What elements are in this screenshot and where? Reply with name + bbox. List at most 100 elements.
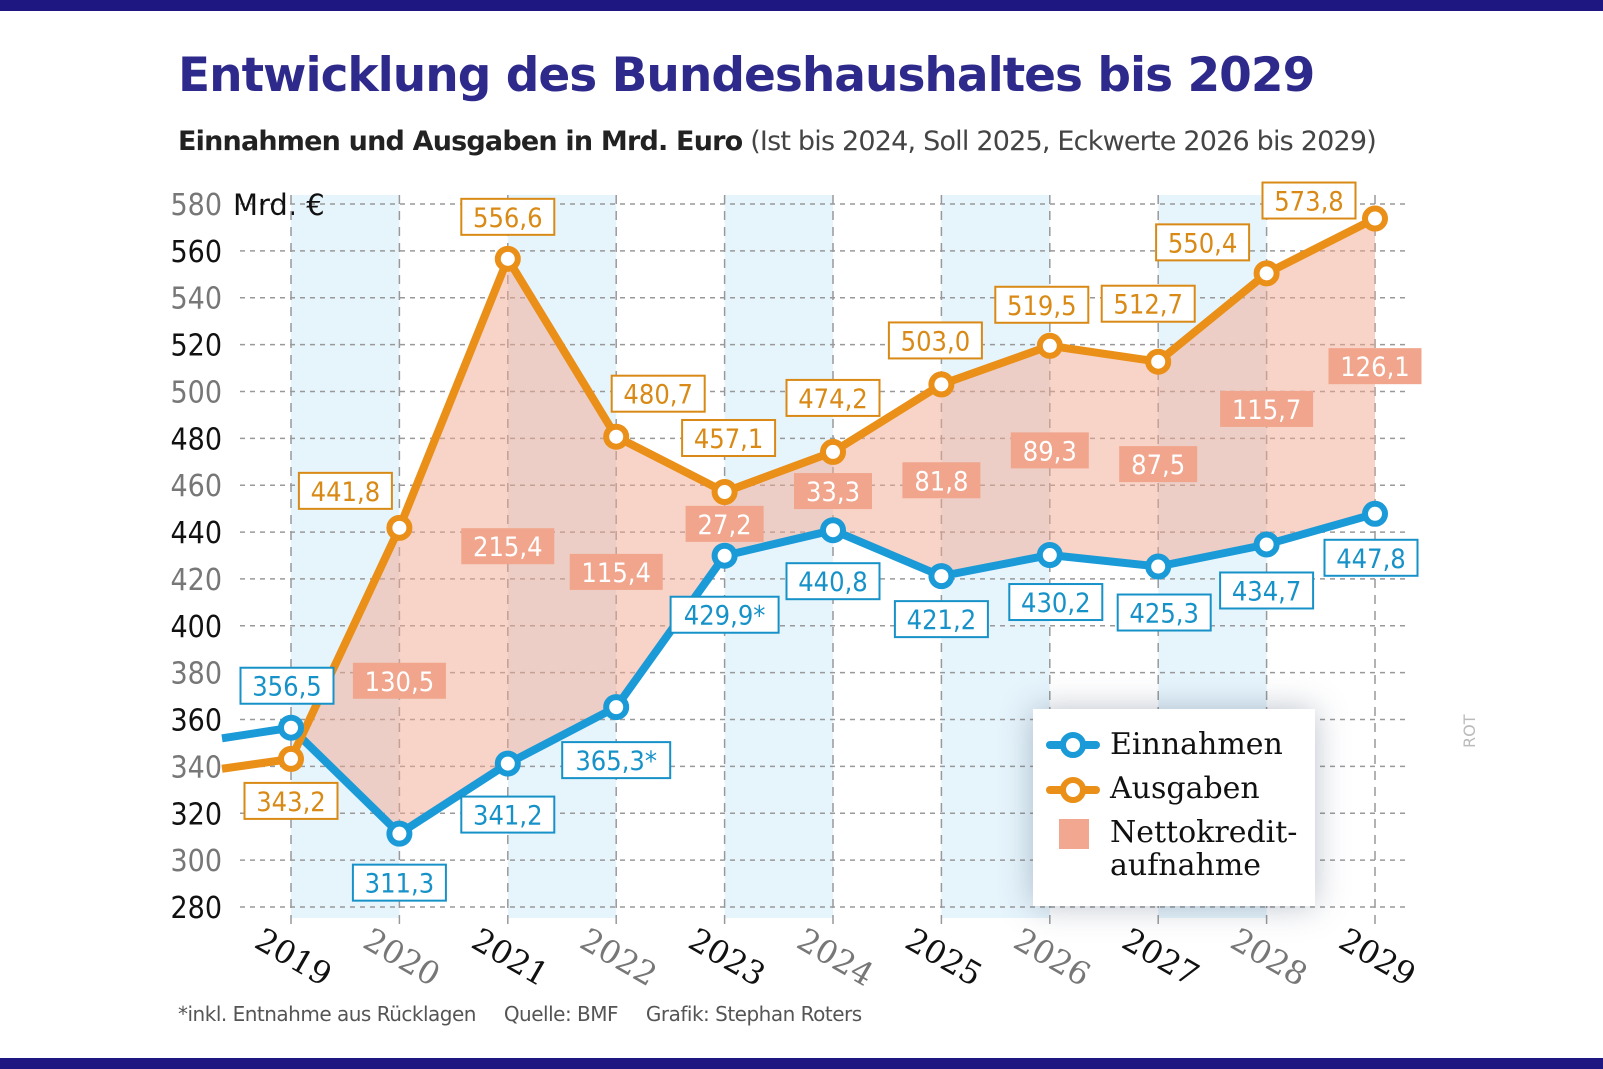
einnahmen-data-label: 356,5 — [252, 672, 322, 703]
nettokredit-data-label-box — [1220, 390, 1314, 427]
nettokredit-data-label-box — [461, 528, 555, 565]
einnahmen-data-label: 341,2 — [473, 801, 543, 832]
nettokredit-data-label: 87,5 — [1131, 450, 1185, 481]
nettokredit-data-label-box — [1119, 446, 1198, 483]
x-tick-label: 2025 — [899, 920, 989, 994]
x-tick-label: 2028 — [1224, 920, 1314, 994]
einnahmen-point — [603, 694, 630, 721]
einnahmen-point — [1036, 542, 1063, 569]
ausgaben-data-label: 343,2 — [256, 787, 326, 818]
x-tick-label: 2019 — [249, 920, 339, 994]
y-tick-label: 440 — [170, 516, 222, 551]
legend-ausgaben: Ausgaben — [1110, 771, 1260, 806]
footnote: *inkl. Entnahme aus Rücklagen — [178, 1002, 476, 1026]
nettokredit-data-label: 130,5 — [365, 667, 435, 698]
nettokredit-data-label: 89,3 — [1023, 436, 1077, 467]
einnahmen-data-label: 365,3* — [575, 746, 657, 777]
chart-subtitle: Einnahmen und Ausgaben in Mrd. Euro (Ist… — [178, 126, 1377, 157]
ausgaben-data-label: 556,6 — [473, 203, 543, 234]
y-tick-label: 360 — [170, 704, 222, 739]
legend-einnahmen-icon — [1046, 732, 1100, 758]
legend-netto-2: aufnahme — [1110, 848, 1262, 883]
x-tick-label: 2027 — [1116, 920, 1206, 994]
einnahmen-point — [1145, 553, 1172, 580]
x-tick-label: 2029 — [1333, 920, 1423, 994]
legend-netto-swatch — [1059, 819, 1089, 849]
einnahmen-point — [386, 820, 413, 847]
nettokredit-data-label: 115,7 — [1232, 395, 1302, 426]
nettokredit-data-label: 215,4 — [473, 532, 543, 563]
x-tick-label: 2023 — [682, 920, 772, 994]
nettokredit-data-label: 126,1 — [1340, 352, 1410, 383]
watermark: ROT — [1460, 714, 1479, 748]
y-tick-label: 300 — [170, 844, 222, 879]
chart-title: Entwicklung des Bundeshaushaltes bis 202… — [178, 48, 1315, 103]
einnahmen-data-label-box — [1219, 571, 1315, 610]
einnahmen-data-label: 447,8 — [1336, 544, 1406, 575]
einnahmen-point — [711, 542, 738, 569]
ausgaben-point — [928, 371, 955, 398]
legend-netto-1: Nettokredit- — [1110, 815, 1298, 850]
y-tick-label: 580 — [170, 188, 222, 223]
nettokredit-data-label-box — [902, 462, 981, 499]
bottom-border — [0, 1058, 1603, 1069]
ausgaben-data-label-box — [681, 418, 777, 457]
ausgaben-point — [711, 478, 738, 505]
einnahmen-data-label: 421,2 — [907, 605, 977, 636]
y-tick-label: 460 — [170, 469, 222, 504]
einnahmen-data-label-box — [561, 741, 672, 780]
x-tick-label: 2024 — [791, 920, 881, 994]
einnahmen-data-label: 434,7 — [1232, 576, 1302, 607]
column-band — [724, 195, 833, 918]
ausgaben-point — [1253, 260, 1280, 287]
y-tick-label: 280 — [170, 891, 222, 926]
ausgaben-data-label: 441,8 — [311, 477, 381, 508]
y-axis-unit: Mrd. € — [233, 188, 325, 222]
ausgaben-data-label: 550,4 — [1168, 228, 1238, 259]
subtitle-note: (Ist bis 2024, Soll 2025, Eckwerte 2026 … — [750, 126, 1377, 157]
ausgaben-data-label: 573,8 — [1274, 187, 1344, 218]
ausgaben-data-label: 519,5 — [1007, 291, 1077, 322]
einnahmen-data-label-box — [669, 595, 780, 634]
footer: *inkl. Entnahme aus Rücklagen Quelle: BM… — [178, 1002, 884, 1026]
nettokredit-data-label-box — [352, 662, 446, 699]
ausgaben-data-label-box — [1155, 223, 1251, 262]
ausgaben-data-label-box — [785, 378, 881, 417]
ausgaben-data-label: 457,1 — [694, 424, 764, 455]
nettokredit-data-label: 33,3 — [806, 477, 860, 508]
legend: Einnahmen Ausgaben Nettokredit- aufnahme — [1033, 709, 1315, 906]
x-tick-label: 2022 — [574, 920, 664, 994]
ausgaben-point — [603, 423, 630, 450]
y-tick-label: 480 — [170, 422, 222, 457]
ausgaben-data-label: 512,7 — [1113, 290, 1183, 321]
ausgaben-point — [1362, 205, 1388, 232]
y-tick-label: 560 — [170, 235, 222, 270]
einnahmen-data-label-box — [1008, 583, 1104, 622]
y-tick-label: 340 — [170, 750, 222, 785]
nettokredit-data-label: 81,8 — [914, 466, 968, 497]
ausgaben-data-label-box — [1261, 181, 1357, 220]
nettokredit-data-label-box — [794, 473, 872, 510]
einnahmen-data-label-box — [1116, 593, 1212, 632]
nettokredit-data-label-box — [569, 553, 663, 590]
y-tick-label: 380 — [170, 657, 222, 692]
einnahmen-data-label-box — [785, 562, 881, 601]
ausgaben-data-label-box — [887, 321, 983, 360]
x-tick-label: 2021 — [466, 920, 556, 994]
nettokredit-data-label-box — [685, 505, 764, 542]
einnahmen-line — [221, 509, 1377, 838]
y-tick-label: 520 — [170, 329, 222, 364]
einnahmen-data-label: 429,9* — [684, 601, 766, 632]
nettokredit-data-label: 27,2 — [698, 510, 752, 541]
ausgaben-data-label-box — [243, 781, 339, 820]
y-tick-label: 420 — [170, 563, 222, 598]
ausgaben-data-label-box — [297, 471, 393, 510]
legend-ausgaben-icon — [1046, 777, 1100, 803]
ausgaben-point — [386, 514, 413, 541]
x-tick-label: 2026 — [1008, 920, 1098, 994]
ausgaben-line — [221, 214, 1377, 773]
einnahmen-point — [494, 750, 521, 777]
ausgaben-data-label: 474,2 — [798, 384, 868, 415]
legend-icons — [1046, 732, 1100, 849]
